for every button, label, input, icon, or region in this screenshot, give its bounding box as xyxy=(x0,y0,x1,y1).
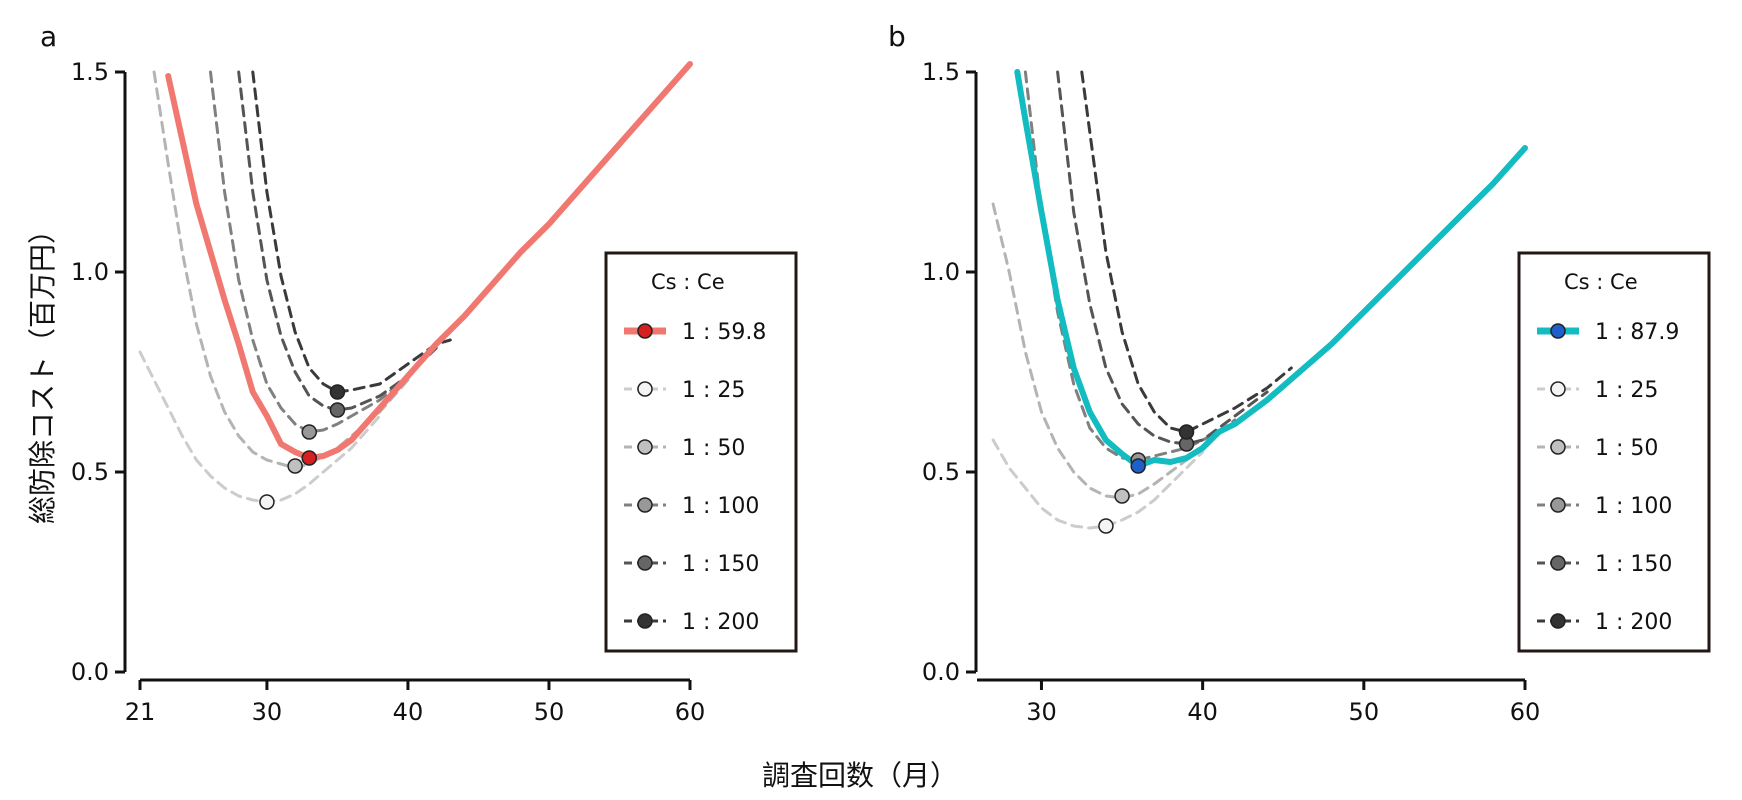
x-axis-title: 調査回数（月） xyxy=(762,759,958,792)
legend-swatch-marker xyxy=(1550,613,1566,629)
legend-label: 1 : 87.9 xyxy=(1595,320,1679,345)
minimum-point xyxy=(301,424,317,440)
legend-title: Cs : Ce xyxy=(1564,270,1638,294)
legend-title: Cs : Ce xyxy=(651,270,725,294)
legend-swatch-marker xyxy=(637,613,653,629)
x-tick-label: 60 xyxy=(1510,698,1541,726)
series-line xyxy=(1023,70,1237,462)
legend: Cs : Ce 1 : 59.8 1 : 25 1 : 50 1 : 100 1 : 15… xyxy=(604,251,798,653)
legend-label: 1 : 150 xyxy=(682,552,759,577)
y-axis-title: 総防除コスト（百万円） xyxy=(26,216,59,524)
series-line xyxy=(209,70,410,434)
legend-label: 1 : 100 xyxy=(1595,494,1672,519)
y-tick-label: 0.0 xyxy=(71,658,109,686)
legend-swatch-marker xyxy=(637,555,653,571)
legend-swatch-marker xyxy=(1550,439,1566,455)
legend-label: 1 : 50 xyxy=(682,436,745,461)
series-line xyxy=(237,70,438,412)
minimum-point xyxy=(1114,488,1130,504)
x-tick-label: 40 xyxy=(393,698,424,726)
y-tick-label: 1.0 xyxy=(922,258,960,286)
legend-label: 1 : 200 xyxy=(682,610,759,635)
legend: Cs : Ce 1 : 87.9 1 : 25 1 : 50 1 : 100 1 : 15… xyxy=(1517,251,1711,653)
x-tick-label: 30 xyxy=(1026,698,1057,726)
minimum-point xyxy=(259,494,275,510)
series-line xyxy=(991,202,1221,500)
y-tick-label: 1.5 xyxy=(71,58,109,86)
y-tick-label: 0.5 xyxy=(922,458,960,486)
legend-label: 1 : 200 xyxy=(1595,610,1672,635)
panel-letter: a xyxy=(40,20,57,53)
legend-swatch-marker xyxy=(637,323,653,339)
series-line xyxy=(165,61,693,461)
legend-label: 1 : 59.8 xyxy=(682,320,766,345)
legend-label: 1 : 50 xyxy=(1595,436,1658,461)
legend-label: 1 : 25 xyxy=(682,378,745,403)
x-tick-label: 60 xyxy=(675,698,706,726)
legend-box xyxy=(1517,251,1711,653)
x-tick-label: 40 xyxy=(1187,698,1218,726)
legend-label: 1 : 25 xyxy=(1595,378,1658,403)
series-line xyxy=(1014,69,1528,469)
legend-label: 1 : 150 xyxy=(1595,552,1672,577)
series-line xyxy=(251,70,452,394)
legend-swatch-marker xyxy=(1550,381,1566,397)
y-tick-label: 1.0 xyxy=(71,258,109,286)
x-tick-label: 50 xyxy=(534,698,565,726)
legend-box xyxy=(604,251,798,653)
minimum-point xyxy=(329,384,346,400)
minimum-point xyxy=(301,450,317,466)
legend-swatch-marker xyxy=(637,381,653,397)
y-tick-label: 1.5 xyxy=(922,58,960,86)
x-tick-label: 21 xyxy=(125,698,156,726)
minimum-point xyxy=(1130,458,1146,474)
minimum-point xyxy=(1178,424,1195,440)
series-line xyxy=(991,438,1205,530)
x-tick-label: 30 xyxy=(252,698,283,726)
legend-swatch-marker xyxy=(1550,497,1566,513)
minimum-point xyxy=(1098,518,1114,534)
legend-swatch-marker xyxy=(1550,555,1566,571)
series-line xyxy=(138,350,382,504)
panel-b: b 0.0 0.5 1.0 1.5 30 40 50 60 Cs : Ce 1 : 87.9 1 : … xyxy=(888,20,1711,726)
legend-swatch-marker xyxy=(637,497,653,513)
y-tick-label: 0.5 xyxy=(71,458,109,486)
minimum-point xyxy=(287,458,303,474)
minimum-point xyxy=(329,402,346,418)
series-line xyxy=(1080,70,1293,434)
x-tick-label: 50 xyxy=(1349,698,1380,726)
legend-swatch-marker xyxy=(637,439,653,455)
panel-letter: b xyxy=(888,20,906,53)
legend-swatch-marker xyxy=(1550,323,1566,339)
legend-label: 1 : 100 xyxy=(682,494,759,519)
y-tick-label: 0.0 xyxy=(922,658,960,686)
panel-a: a 0.0 0.5 1.0 1.5 21 30 40 50 60 Cs : Ce 1 : 59.8 1 … xyxy=(40,20,798,726)
